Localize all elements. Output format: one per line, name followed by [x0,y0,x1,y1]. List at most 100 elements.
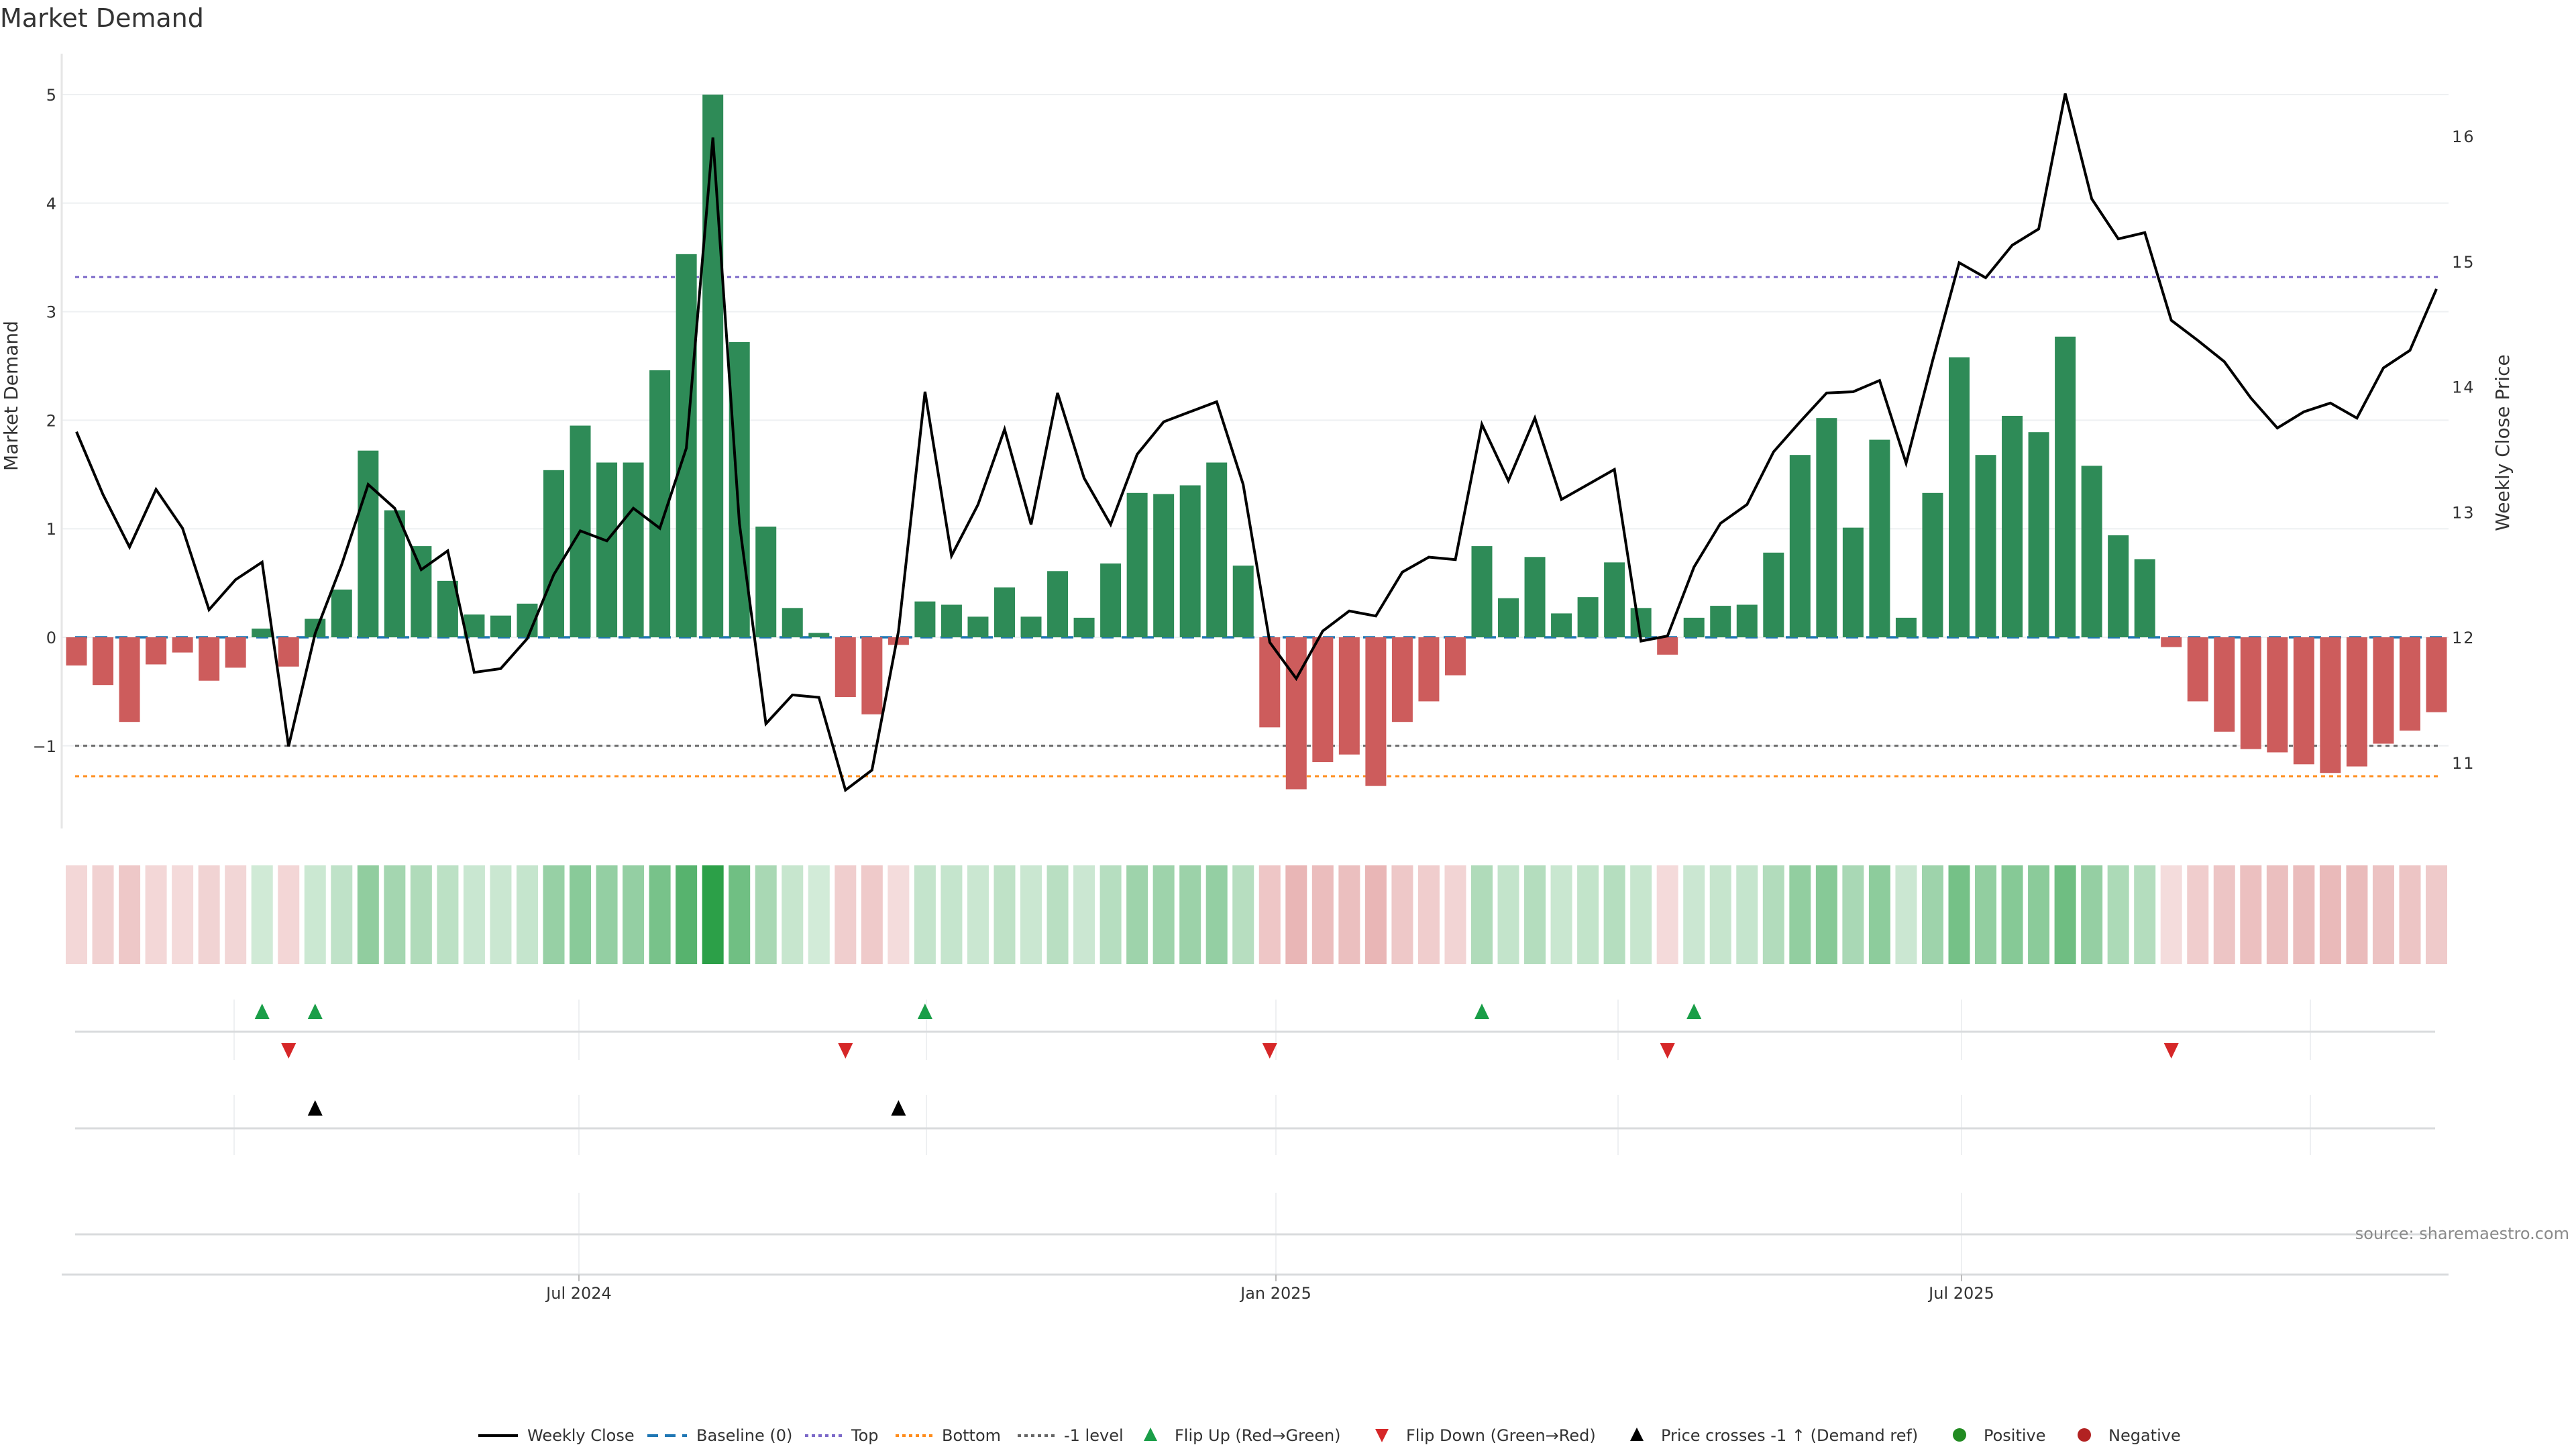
heatmap-cell [2240,865,2262,964]
price-cross-marker [307,1100,323,1116]
demand-bar [1842,527,1864,637]
demand-bar [623,462,644,637]
legend-triangle-up-icon [1144,1428,1157,1441]
heatmap-cell [2319,865,2341,964]
heatmap-cell [861,865,883,964]
demand-heatmap-strip [66,865,2447,964]
demand-bar [1444,637,1466,676]
heatmap-cell [1152,865,1175,964]
demand-bar [2293,637,2314,765]
demand-bar [1365,637,1387,786]
flip-up-marker [1686,1004,1702,1019]
x-axis-ticks: Jul 2024 Jan 2025 Jul 2025 [545,1275,1994,1303]
demand-bar [2373,637,2394,744]
heatmap-cell [967,865,989,964]
heatmap-cell [2346,865,2368,964]
demand-bar [2028,432,2049,637]
heatmap-cell [2001,865,2023,964]
heatmap-cell [1126,865,1148,964]
heatmap-cell [437,865,459,964]
heatmap-cell [2372,865,2394,964]
demand-bar [1338,637,1360,755]
heatmap-cell [941,865,963,964]
chart-title: Market Demand [0,3,204,33]
demand-bar [1869,439,1890,637]
legend-label: Price crosses -1 ↑ (Demand ref) [1661,1426,1918,1445]
heatmap-cell [2028,865,2050,964]
heatmap-cell [278,865,300,964]
heatmap-cell [384,865,406,964]
price-cross-marker [891,1100,906,1116]
flip-down-marker [281,1043,297,1059]
heatmap-cell [172,865,194,964]
heatmap-cell [2054,865,2076,964]
heatmap-cell [623,865,645,964]
demand-bar [1524,557,1546,637]
heatmap-cell [2134,865,2156,964]
demand-bar [437,580,458,637]
right-y-tick-label: 13 [2452,503,2475,522]
heatmap-cell [357,865,379,964]
y-axis-label-left: Market Demand [0,321,22,471]
demand-bar [225,637,246,668]
demand-bar [1312,637,1334,763]
heatmap-cell [729,865,751,964]
flip-up-marker [254,1004,270,1019]
demand-bar [1551,613,1572,637]
legend-circle-icon [1953,1428,1966,1442]
demand-bar [1975,455,1996,637]
heatmap-cell [463,865,485,964]
demand-bar [2426,637,2447,712]
demand-bar [543,470,565,637]
demand-bar [464,614,485,637]
heatmap-cell [1364,865,1387,964]
heatmap-cell [1683,865,1705,964]
demand-bar [729,341,750,637]
demand-bar [2134,559,2155,637]
heatmap-cell [676,865,698,964]
demand-bar [1100,563,1122,637]
heatmap-cell [1205,865,1228,964]
heatmap-cell [1524,865,1546,964]
demand-bar [1604,562,1625,637]
demand-bar [1073,617,1095,637]
legend-circle-icon [2078,1428,2091,1442]
heatmap-cell [1232,865,1254,964]
y-tick-label: 2 [46,411,56,430]
legend-triangle-up-icon [1630,1428,1644,1441]
demand-bar [994,587,1015,637]
demand-bar [2214,637,2235,732]
y-axis-label-right: Weekly Close Price [2491,354,2514,531]
heatmap-cell [1179,865,1201,964]
heatmap-cell [198,865,220,964]
demand-bar [252,629,273,637]
legend-label: Flip Down (Green→Red) [1406,1426,1596,1445]
demand-bar [172,637,193,653]
demand-bars [66,95,2447,790]
demand-bar [1683,617,1705,637]
demand-bar [2267,637,2288,753]
flip-up-marker [307,1004,323,1019]
demand-bar [2161,637,2182,647]
demand-bar [1126,492,1148,637]
demand-bar [2320,637,2341,773]
demand-bar [808,633,830,637]
heatmap-cell [835,865,857,964]
demand-bar [1710,606,1731,637]
heatmap-cell [1842,865,1864,964]
demand-bar [1285,637,1307,790]
demand-bar [1657,637,1678,655]
heatmap-cell [2266,865,2288,964]
x-tick-label: Jul 2025 [1927,1284,1994,1303]
heatmap-cell [66,865,87,964]
heatmap-cell [1258,865,1281,964]
demand-bar [1816,418,1837,637]
heatmap-cell [304,865,326,964]
flip-down-marker [1262,1043,1277,1059]
price-cross-row [75,1095,2435,1155]
y-tick-label: 1 [46,520,56,539]
heatmap-cell [1868,865,1890,964]
heatmap-cell [649,865,671,964]
demand-bar [1789,455,1811,637]
